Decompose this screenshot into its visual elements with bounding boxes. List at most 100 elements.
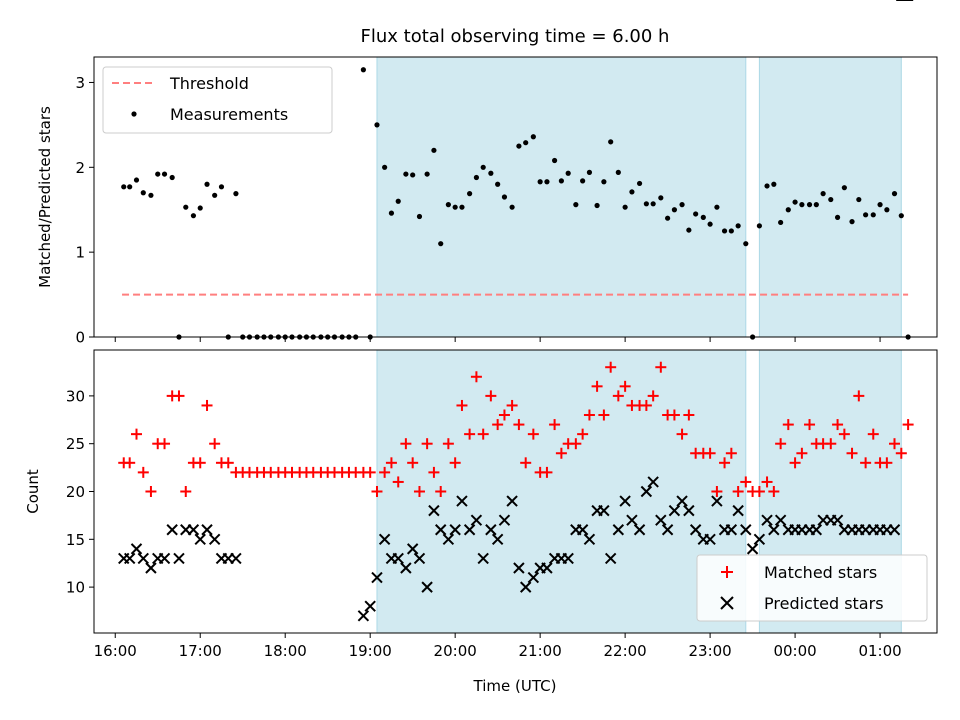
matched-star-point bbox=[832, 419, 844, 431]
matched-star-point bbox=[838, 428, 850, 440]
predicted-star-point bbox=[513, 562, 525, 574]
predicted-star-point bbox=[640, 485, 653, 498]
measurement-point bbox=[813, 202, 819, 208]
matched-star-point bbox=[442, 438, 454, 450]
measurement-point bbox=[849, 219, 855, 225]
matched-star-point bbox=[541, 466, 553, 478]
matched-star-point bbox=[449, 457, 461, 469]
predicted-star-point bbox=[187, 524, 200, 536]
matched-star-point bbox=[492, 419, 504, 431]
measurement-point bbox=[218, 184, 225, 190]
matched-star-point bbox=[612, 390, 624, 402]
predicted-star-point bbox=[428, 504, 440, 517]
measurement-point bbox=[480, 164, 486, 170]
predicted-star-point bbox=[647, 476, 659, 488]
matched-star-point bbox=[640, 399, 652, 411]
x-tick-label: 01:00 bbox=[858, 642, 901, 660]
measurement-point bbox=[573, 202, 579, 208]
matched-star-point bbox=[549, 419, 561, 431]
measurement-point bbox=[721, 228, 728, 234]
matched-star-point bbox=[400, 438, 412, 450]
predicted-star-point bbox=[562, 552, 574, 565]
measurement-point bbox=[445, 202, 451, 208]
matched-star-point bbox=[209, 438, 221, 450]
predicted-star-point bbox=[470, 514, 483, 526]
legend-predicted-swatch bbox=[720, 596, 734, 610]
matched-star-point bbox=[477, 428, 489, 440]
matched-star-point bbox=[159, 438, 171, 450]
predicted-star-point bbox=[477, 552, 489, 565]
y-tick-label: 20 bbox=[66, 483, 85, 501]
matched-star-point bbox=[180, 486, 192, 497]
measurement-point bbox=[580, 178, 586, 184]
matched-star-point bbox=[881, 457, 893, 469]
matched-star-point bbox=[130, 428, 142, 440]
count-y-ticks: 10 15 20 25 30 bbox=[66, 387, 94, 597]
predicted-star-point bbox=[130, 543, 143, 555]
matched-star-point bbox=[456, 399, 468, 411]
measurement-point bbox=[523, 140, 529, 146]
measurement-point bbox=[658, 195, 664, 201]
measurement-point bbox=[395, 198, 401, 204]
matched-star-point bbox=[385, 457, 397, 469]
predicted-star-point bbox=[725, 524, 738, 536]
measurement-point bbox=[806, 202, 813, 208]
matched-star-point bbox=[506, 399, 518, 411]
predicted-star-point bbox=[201, 524, 213, 536]
matched-star-point bbox=[740, 476, 752, 488]
ratio-legend-box bbox=[102, 66, 333, 134]
measurement-point bbox=[693, 211, 699, 217]
ratio-plot-panel: 0 1 2 3 Matched/Predicted stars Threshold M… bbox=[36, 56, 938, 347]
matched-star-point bbox=[485, 390, 497, 402]
matched-star-point bbox=[583, 409, 595, 421]
measurement-point bbox=[728, 228, 734, 234]
measurement-point bbox=[898, 213, 904, 219]
measurement-point bbox=[424, 171, 430, 177]
matched-star-point bbox=[421, 438, 433, 450]
predicted-star-point bbox=[626, 514, 638, 526]
matched-star-point bbox=[513, 419, 525, 431]
measurement-point bbox=[834, 214, 841, 220]
observing-window-1 bbox=[376, 56, 747, 338]
measurement-point bbox=[891, 191, 898, 197]
ratio-observing-windows bbox=[376, 56, 902, 338]
measurement-point bbox=[169, 174, 175, 181]
matched-star-point bbox=[846, 447, 858, 459]
ratio-y-axis-label: Matched/Predicted stars bbox=[36, 106, 54, 288]
matched-star-point bbox=[782, 419, 794, 431]
matched-star-point bbox=[676, 428, 688, 440]
measurement-point bbox=[756, 223, 762, 229]
matched-star-point bbox=[804, 419, 816, 431]
predicted-star-point bbox=[753, 533, 766, 546]
matched-star-point bbox=[464, 428, 476, 440]
measurement-point bbox=[530, 134, 536, 140]
measurement-point bbox=[438, 241, 444, 247]
matched-star-point bbox=[392, 476, 404, 488]
matched-star-point bbox=[775, 438, 787, 450]
measurement-point bbox=[509, 204, 515, 210]
matched-star-point bbox=[570, 438, 582, 450]
x-tick-label: 16:00 bbox=[94, 642, 137, 660]
ratio-legend: Threshold Measurements bbox=[102, 66, 333, 134]
predicted-star-point bbox=[831, 514, 844, 526]
measurement-point bbox=[594, 202, 600, 209]
measurement-point bbox=[841, 185, 847, 191]
predicted-star-point bbox=[208, 533, 221, 546]
y-tick-label: 3 bbox=[75, 74, 85, 92]
y-tick-label: 2 bbox=[75, 159, 85, 177]
measurement-point bbox=[197, 205, 203, 211]
matched-star-point bbox=[655, 361, 667, 373]
predicted-star-point bbox=[435, 524, 447, 536]
measurement-point bbox=[501, 194, 508, 200]
measurement-point bbox=[544, 179, 550, 185]
matched-star-point bbox=[605, 361, 617, 373]
predicted-star-point bbox=[166, 524, 178, 536]
measurement-point bbox=[161, 171, 168, 177]
measurement-point bbox=[133, 177, 140, 183]
x-tick-label: 00:00 bbox=[773, 642, 816, 660]
measurement-point bbox=[565, 170, 571, 176]
measurement-point bbox=[686, 227, 692, 233]
x-axis-label: Time (UTC) bbox=[473, 677, 557, 695]
predicted-star-point bbox=[357, 610, 370, 622]
